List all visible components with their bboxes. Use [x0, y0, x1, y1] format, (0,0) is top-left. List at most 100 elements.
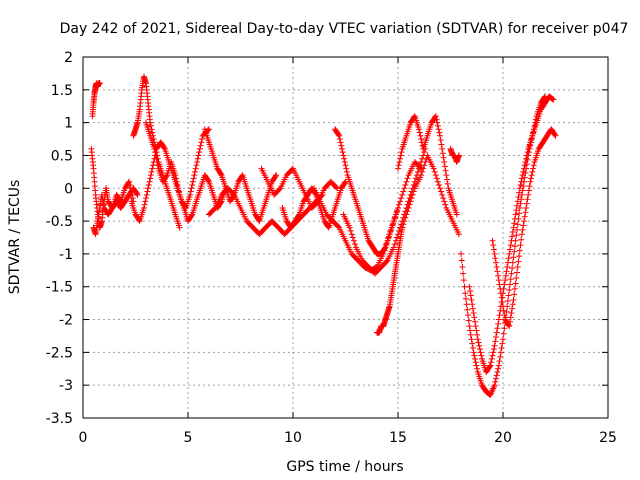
data-point [496, 281, 503, 288]
data-point [383, 258, 390, 265]
data-point [504, 264, 511, 271]
y-tick-label: 2 [64, 50, 73, 66]
data-point [438, 188, 445, 195]
data-point [442, 167, 449, 174]
x-tick-label: 15 [389, 430, 407, 446]
data-point [519, 226, 526, 233]
data-point [189, 181, 196, 188]
data-point [211, 206, 218, 213]
data-point [433, 116, 440, 123]
data-point [493, 329, 500, 336]
x-tick-label: 5 [184, 430, 193, 446]
data-point [348, 231, 355, 238]
data-point [192, 165, 199, 172]
data-point [343, 165, 350, 172]
data-point [190, 175, 197, 182]
data-point [154, 159, 161, 166]
data-point [399, 224, 406, 231]
data-point [502, 272, 509, 279]
data-point [468, 296, 475, 303]
data-point [430, 165, 437, 172]
data-point [442, 201, 449, 208]
data-point [187, 191, 194, 198]
data-point [487, 362, 494, 369]
data-point [469, 301, 476, 308]
data-point [467, 327, 474, 334]
data-point [495, 316, 502, 323]
data-point [525, 187, 532, 194]
data-point [465, 317, 472, 324]
data-point [490, 346, 497, 353]
data-point [477, 349, 484, 356]
data-point [516, 189, 523, 196]
data-point [513, 232, 520, 239]
data-point [511, 215, 518, 222]
data-point [391, 241, 398, 248]
data-point [336, 132, 343, 139]
data-point [439, 191, 446, 198]
data-point [551, 131, 558, 138]
data-point [517, 181, 524, 188]
data-point [528, 172, 535, 179]
data-point [521, 213, 528, 220]
data-point [409, 191, 416, 198]
data-point [412, 175, 419, 182]
data-point [325, 223, 331, 230]
data-point [510, 254, 517, 261]
data-point [404, 175, 411, 182]
data-point [143, 191, 150, 198]
axis-ticks [82, 56, 609, 419]
data-point [419, 168, 426, 175]
data-point [217, 171, 224, 178]
data-point [495, 365, 502, 372]
data-point [528, 175, 534, 182]
data-point [526, 183, 533, 190]
data-point [473, 362, 480, 369]
data-point [198, 139, 205, 146]
y-tick-label: 0 [64, 181, 73, 197]
x-tick-label: 0 [79, 430, 88, 446]
data-point [175, 188, 182, 195]
chart-title: Day 242 of 2021, Sidereal Day-to-day VTE… [60, 21, 629, 37]
data-point [473, 327, 480, 334]
y-tick-label: -2 [59, 313, 73, 329]
data-point [143, 195, 149, 202]
data-point [469, 305, 476, 312]
data-point [497, 349, 504, 356]
data-point [188, 185, 195, 192]
data-point [340, 152, 347, 159]
data-point [163, 173, 170, 180]
data-point [144, 188, 151, 195]
data-point [514, 264, 521, 271]
data-point [349, 234, 356, 241]
data-point [338, 142, 345, 149]
data-point [147, 175, 154, 182]
data-point [335, 223, 342, 230]
data-point [129, 195, 136, 202]
data-point [469, 340, 476, 347]
data-point [108, 206, 115, 213]
y-tick-label: -3.5 [46, 411, 73, 427]
y-tick-label: 1 [64, 116, 73, 132]
data-point [393, 234, 400, 241]
data-point [199, 136, 205, 143]
data-point [523, 152, 530, 159]
y-tick-label: -0.5 [46, 214, 73, 230]
data-point [509, 305, 516, 312]
data-point [147, 122, 154, 129]
data-point [549, 95, 555, 102]
data-point [552, 132, 559, 139]
data-point [466, 283, 473, 290]
data-point [351, 241, 358, 248]
data-point [126, 178, 133, 185]
data-point [432, 172, 439, 179]
data-point [398, 149, 405, 156]
data-point [420, 165, 427, 172]
data-point [441, 198, 448, 205]
data-point [467, 331, 474, 338]
data-point [527, 178, 534, 185]
data-point [128, 188, 135, 195]
data-point [509, 229, 516, 236]
plot-frame [82, 56, 609, 419]
data-point [467, 292, 474, 299]
